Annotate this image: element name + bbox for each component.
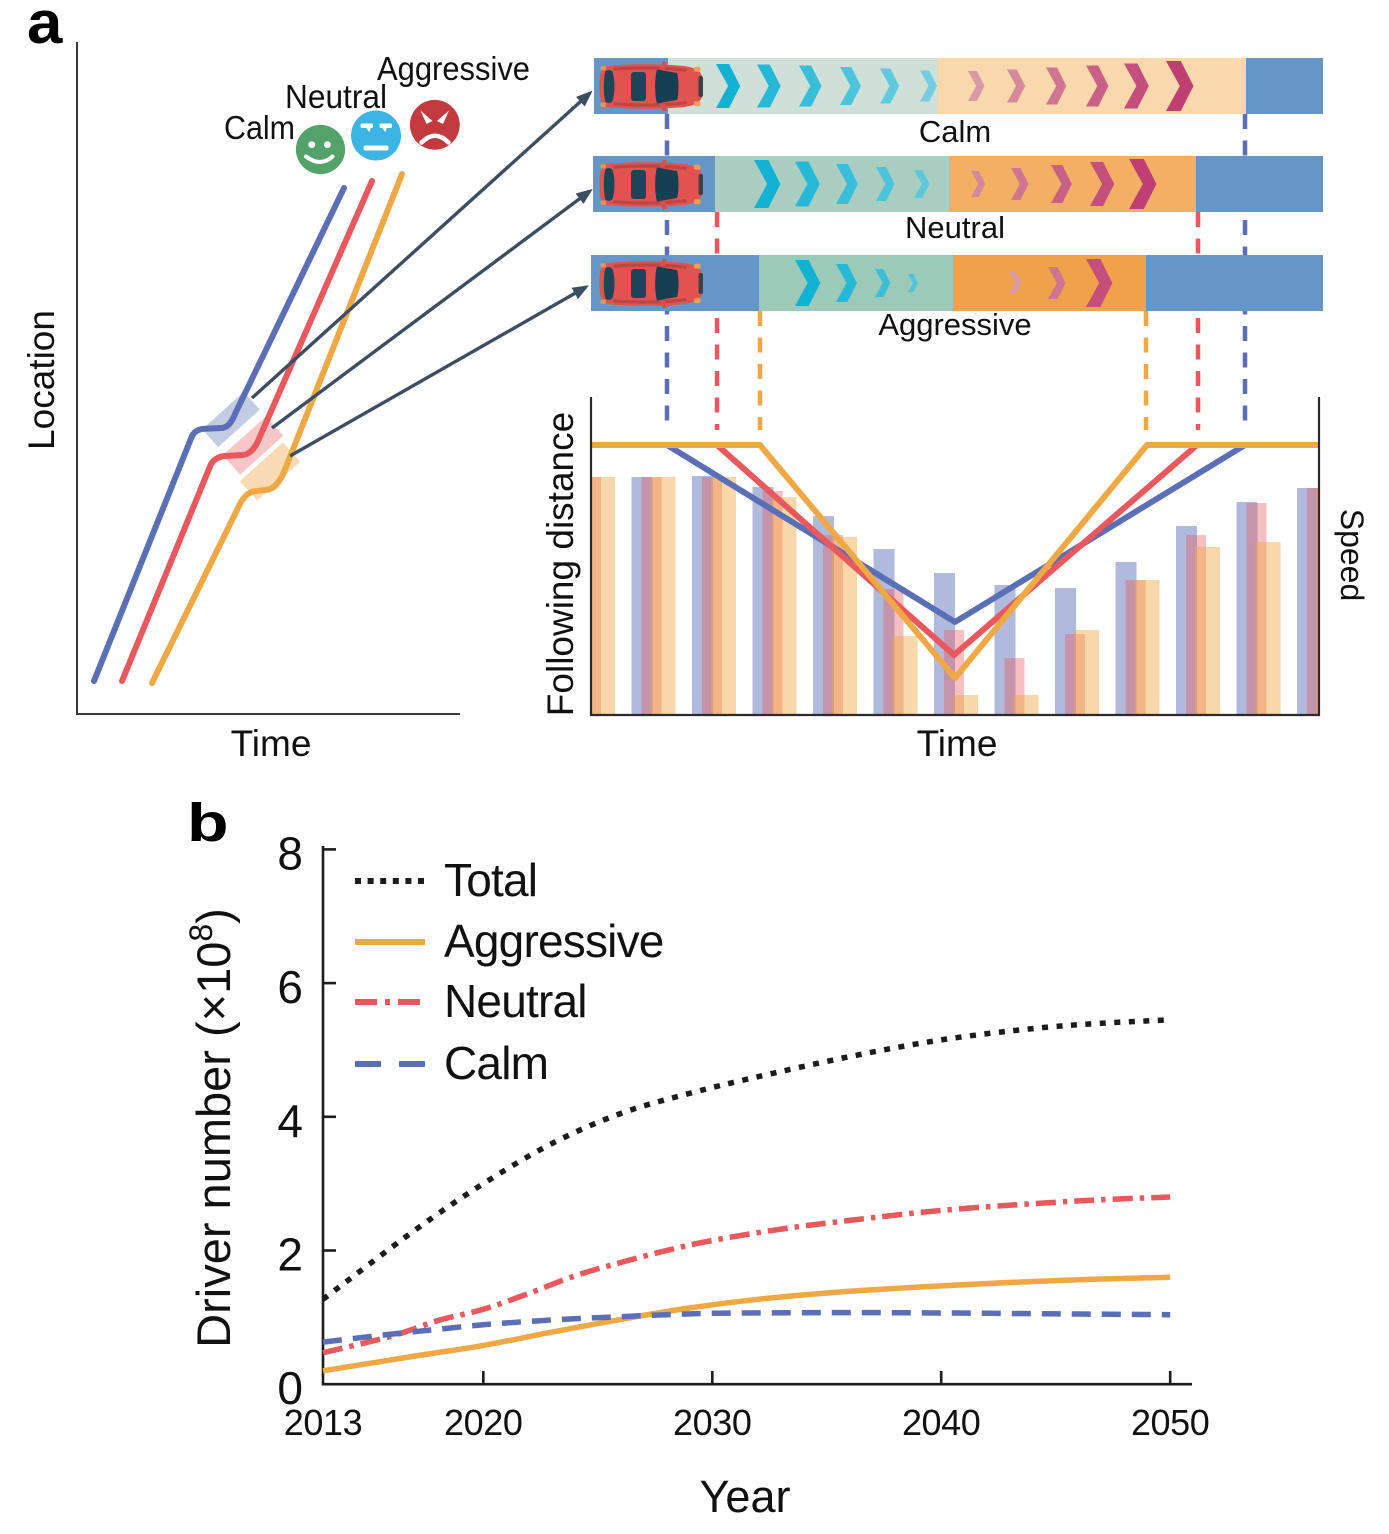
- svg-text:Following distance: Following distance: [540, 412, 581, 716]
- svg-text:Calm: Calm: [224, 109, 295, 146]
- svg-text:Aggressive: Aggressive: [878, 307, 1031, 342]
- svg-text:2013: 2013: [284, 1402, 363, 1443]
- svg-text:6: 6: [277, 961, 303, 1013]
- svg-text:Speed: Speed: [1334, 509, 1370, 602]
- svg-text:2050: 2050: [1131, 1402, 1210, 1443]
- svg-text:Neutral: Neutral: [285, 78, 387, 115]
- svg-text:b: b: [187, 793, 229, 854]
- svg-text:2030: 2030: [673, 1402, 752, 1443]
- svg-text:Location: Location: [21, 310, 62, 450]
- svg-text:Calm: Calm: [444, 1037, 548, 1089]
- svg-text:Year: Year: [700, 1471, 791, 1522]
- svg-text:Neutral: Neutral: [905, 210, 1005, 245]
- svg-text:4: 4: [277, 1095, 303, 1147]
- svg-text:2: 2: [277, 1229, 303, 1281]
- svg-text:Time: Time: [917, 723, 998, 764]
- svg-text:8: 8: [277, 827, 303, 879]
- svg-text:Neutral: Neutral: [444, 975, 587, 1027]
- svg-text:Aggressive: Aggressive: [444, 915, 664, 967]
- svg-text:Calm: Calm: [919, 114, 991, 149]
- svg-text:Aggressive: Aggressive: [377, 50, 530, 87]
- svg-text:Driver number (×108): Driver number (×108): [183, 908, 240, 1348]
- svg-text:Total: Total: [444, 854, 537, 906]
- svg-text:Time: Time: [231, 723, 312, 764]
- svg-text:0: 0: [277, 1362, 303, 1414]
- svg-text:2020: 2020: [444, 1402, 523, 1443]
- svg-text:a: a: [27, 0, 63, 57]
- svg-text:2040: 2040: [902, 1402, 981, 1443]
